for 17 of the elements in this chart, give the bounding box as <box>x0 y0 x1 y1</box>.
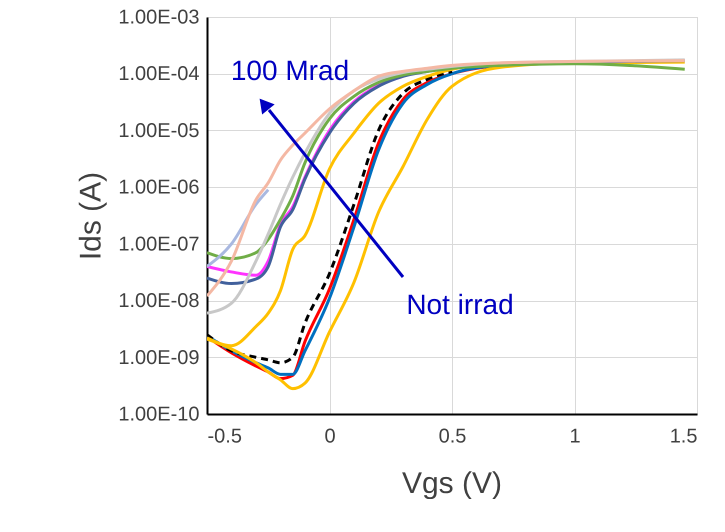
y-tick-label: 1.00E-05 <box>118 120 200 142</box>
y-tick-label: 1.00E-09 <box>118 346 200 369</box>
y-tick-label: 1.00E-07 <box>118 233 200 256</box>
x-tick-label: -0.5 <box>208 426 242 448</box>
y-axis-title: Ids (A) <box>74 172 108 260</box>
x-tick-label: 0.5 <box>438 426 466 448</box>
annotation: Not irrad <box>406 289 514 320</box>
y-tick-label: 1.00E-06 <box>118 176 200 199</box>
x-tick-label: 0 <box>324 426 336 448</box>
x-tick-label: 1 <box>569 426 581 448</box>
y-tick-label: 1.00E-10 <box>118 404 200 426</box>
y-tick-label: 1.00E-08 <box>118 290 200 312</box>
x-axis-title: Vgs (V) <box>402 467 502 500</box>
x-tick-label: 1.5 <box>670 426 698 448</box>
y-tick-label: 1.00E-04 <box>118 63 200 86</box>
annotation: 100 Mrad <box>230 55 350 86</box>
y-tick-label: 1.00E-03 <box>118 6 200 28</box>
